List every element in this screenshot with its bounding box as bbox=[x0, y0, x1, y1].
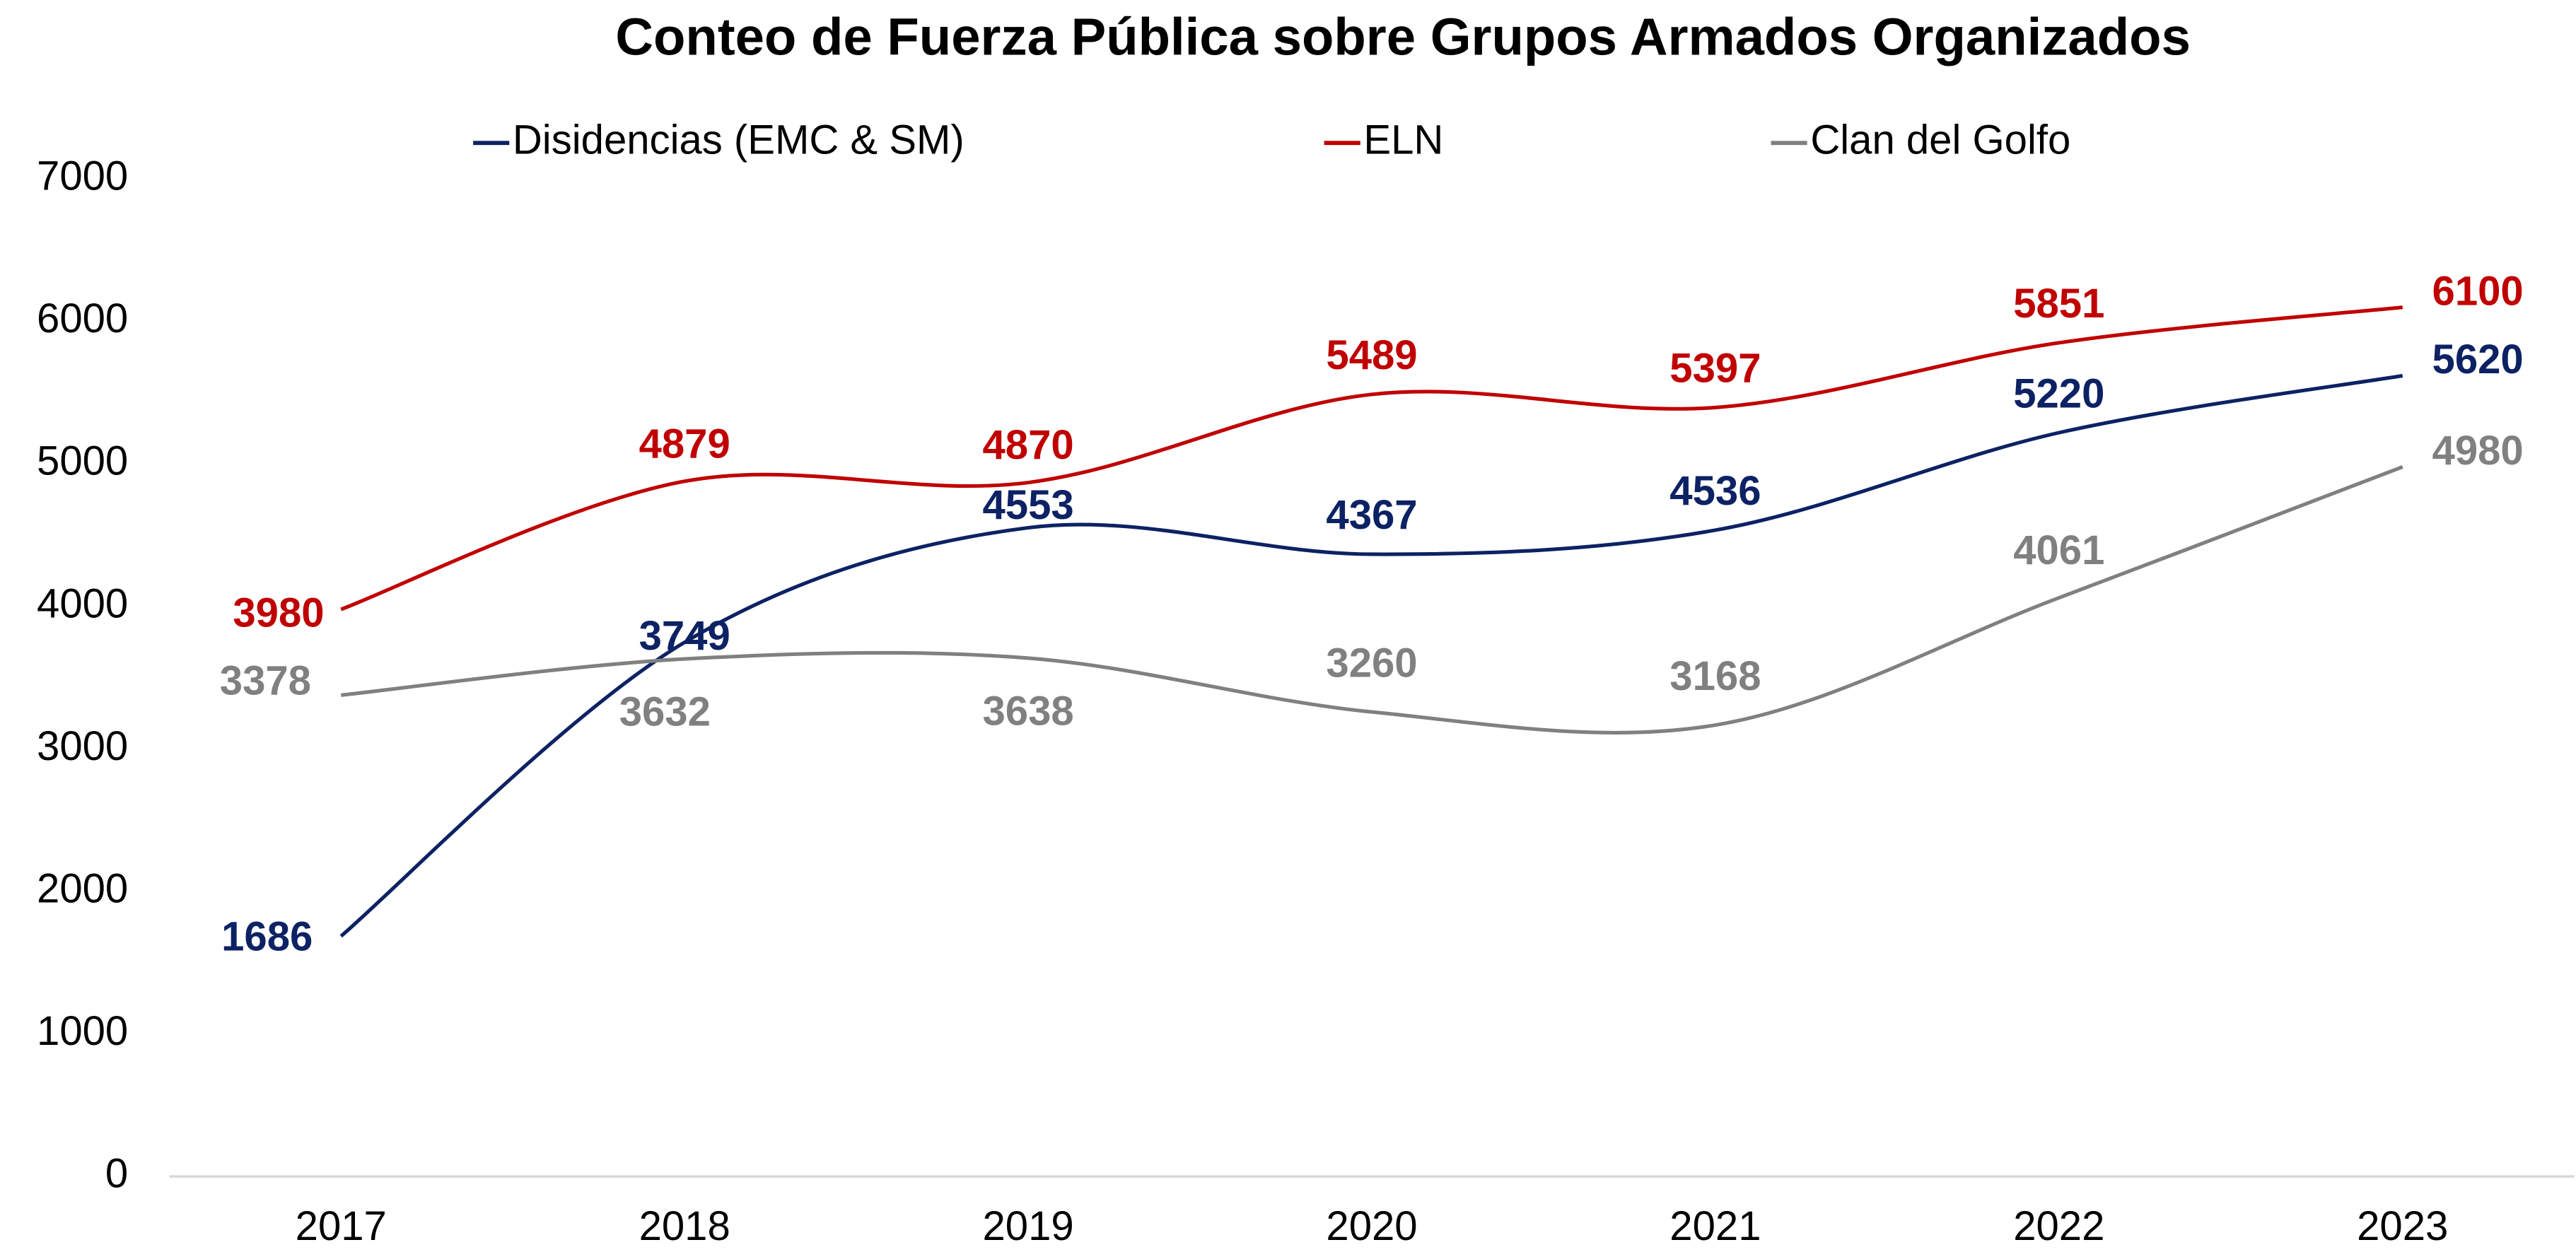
x-tick-label: 2017 bbox=[296, 1203, 387, 1249]
data-label: 3168 bbox=[1669, 653, 1761, 699]
y-tick-label: 4000 bbox=[37, 580, 128, 626]
y-tick-label: 6000 bbox=[37, 296, 128, 341]
x-tick-label: 2022 bbox=[2013, 1203, 2104, 1249]
legend-label: ELN bbox=[1363, 117, 1443, 163]
data-label: 4980 bbox=[2432, 428, 2524, 474]
data-label: 3749 bbox=[639, 613, 730, 659]
x-tick-label: 2021 bbox=[1669, 1203, 1761, 1249]
data-label: 3638 bbox=[982, 688, 1073, 734]
data-label: 4536 bbox=[1669, 468, 1761, 514]
y-tick-label: 1000 bbox=[37, 1008, 128, 1054]
legend-label: Disidencias (EMC & SM) bbox=[513, 117, 964, 163]
data-label: 3260 bbox=[1326, 640, 1417, 686]
line bbox=[340, 305, 2403, 612]
x-tick-label: 2018 bbox=[639, 1203, 730, 1249]
x-tick-label: 2019 bbox=[982, 1203, 1073, 1249]
data-label: 1686 bbox=[221, 913, 313, 959]
line bbox=[339, 373, 2403, 938]
chart-title: Conteo de Fuerza Pública sobre Grupos Ar… bbox=[615, 8, 2191, 66]
data-label: 4061 bbox=[2013, 527, 2104, 573]
y-tick-label: 2000 bbox=[37, 865, 128, 911]
y-tick-label: 3000 bbox=[37, 723, 128, 769]
data-label: 4367 bbox=[1326, 492, 1417, 538]
data-label: 6100 bbox=[2432, 268, 2524, 314]
data-label: 5620 bbox=[2432, 337, 2524, 382]
data-label: 4879 bbox=[639, 421, 730, 467]
data-label: 4870 bbox=[982, 422, 1073, 468]
y-tick-label: 7000 bbox=[37, 153, 128, 199]
data-label: 3980 bbox=[233, 590, 324, 636]
data-label: 3378 bbox=[220, 657, 311, 703]
y-tick-label: 0 bbox=[105, 1150, 128, 1196]
data-label: 5397 bbox=[1669, 346, 1761, 392]
y-tick-label: 5000 bbox=[37, 438, 128, 484]
legend-label: Clan del Golfo bbox=[1810, 117, 2070, 163]
line bbox=[340, 465, 2403, 735]
x-tick-label: 2020 bbox=[1326, 1203, 1417, 1249]
data-label: 3632 bbox=[619, 689, 711, 735]
data-label: 5220 bbox=[2013, 370, 2104, 416]
data-label: 5489 bbox=[1326, 332, 1417, 378]
x-tick-label: 2023 bbox=[2357, 1203, 2448, 1249]
data-label: 5851 bbox=[2013, 281, 2104, 327]
data-label: 4553 bbox=[982, 482, 1073, 528]
